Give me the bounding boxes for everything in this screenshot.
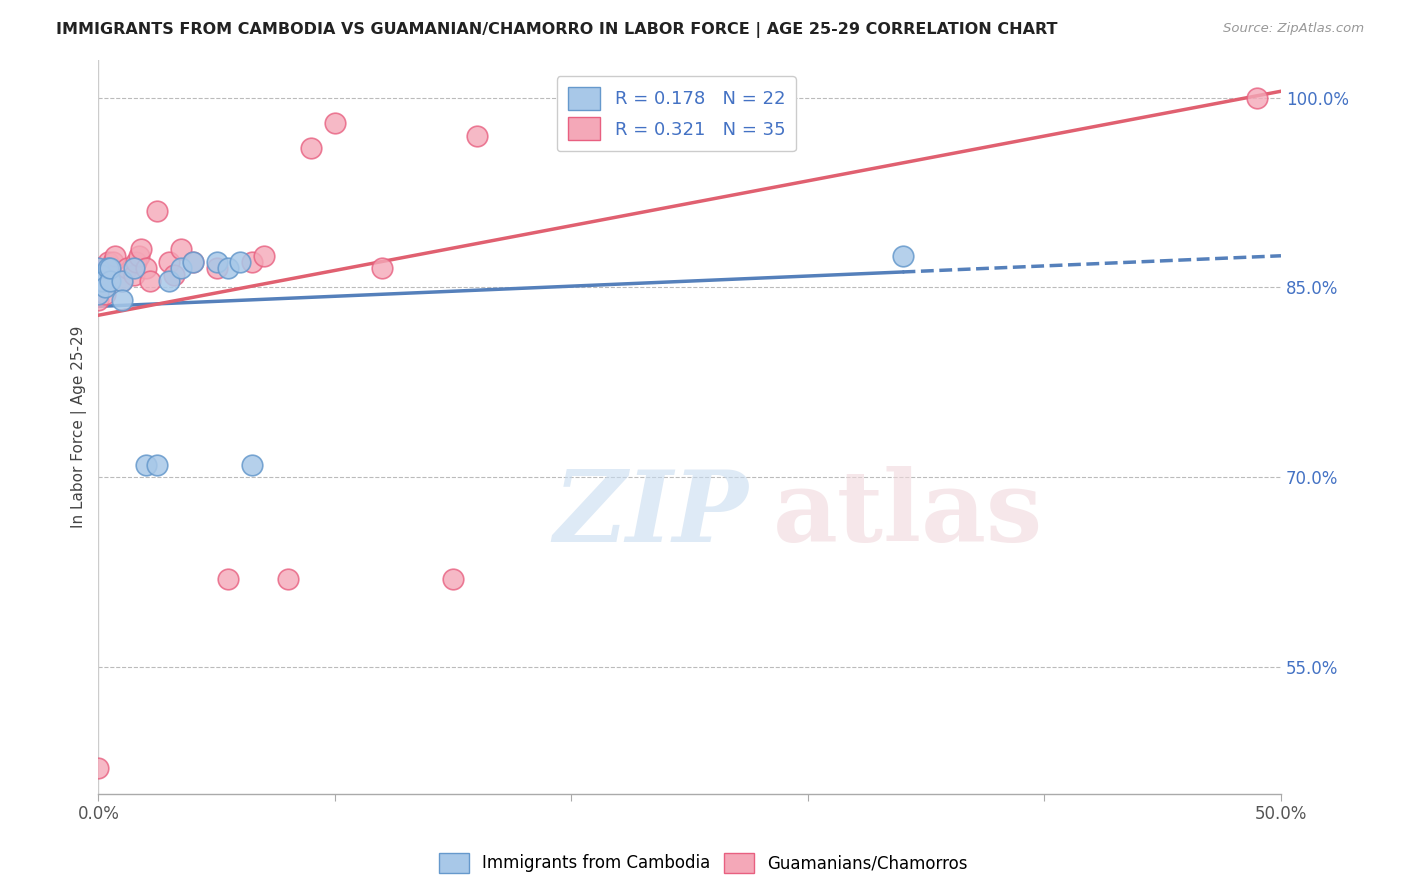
Point xyxy=(465,128,488,143)
Point xyxy=(181,255,204,269)
Point xyxy=(90,268,112,282)
Point xyxy=(1246,90,1268,104)
Text: Source: ZipAtlas.com: Source: ZipAtlas.com xyxy=(1223,22,1364,36)
Point xyxy=(253,249,276,263)
Point xyxy=(129,243,152,257)
Point xyxy=(135,261,157,276)
Point xyxy=(98,274,121,288)
Point xyxy=(91,274,114,288)
Legend: Immigrants from Cambodia, Guamanians/Chamorros: Immigrants from Cambodia, Guamanians/Cha… xyxy=(432,847,974,880)
Point xyxy=(87,261,110,276)
Point xyxy=(163,268,186,282)
Point xyxy=(240,458,263,472)
Point xyxy=(323,116,346,130)
Point xyxy=(181,255,204,269)
Point xyxy=(87,286,110,301)
Point xyxy=(91,274,114,288)
Point xyxy=(111,293,134,307)
Point xyxy=(122,268,145,282)
Point xyxy=(170,261,193,276)
Point xyxy=(101,255,124,269)
Text: ZIP: ZIP xyxy=(554,467,749,563)
Point xyxy=(441,572,464,586)
Point xyxy=(111,274,134,288)
Point xyxy=(170,243,193,257)
Point xyxy=(87,274,110,288)
Y-axis label: In Labor Force | Age 25-29: In Labor Force | Age 25-29 xyxy=(72,326,87,528)
Point xyxy=(240,255,263,269)
Text: IMMIGRANTS FROM CAMBODIA VS GUAMANIAN/CHAMORRO IN LABOR FORCE | AGE 25-29 CORREL: IMMIGRANTS FROM CAMBODIA VS GUAMANIAN/CH… xyxy=(56,22,1057,38)
Point xyxy=(299,141,322,155)
Point xyxy=(111,274,134,288)
Point xyxy=(97,261,120,276)
Point xyxy=(217,261,239,276)
Point xyxy=(205,255,228,269)
Point xyxy=(371,261,394,276)
Point xyxy=(87,293,110,307)
Point xyxy=(229,255,252,269)
Point xyxy=(104,249,127,263)
Point xyxy=(135,458,157,472)
Point xyxy=(97,255,120,269)
Point xyxy=(157,274,180,288)
Point xyxy=(125,255,148,269)
Point xyxy=(98,268,121,282)
Point xyxy=(146,204,169,219)
Point xyxy=(87,761,110,775)
Point xyxy=(891,249,914,263)
Legend: R = 0.178   N = 22, R = 0.321   N = 35: R = 0.178 N = 22, R = 0.321 N = 35 xyxy=(557,76,796,152)
Point xyxy=(277,572,299,586)
Text: atlas: atlas xyxy=(772,467,1043,563)
Point xyxy=(94,286,117,301)
Point xyxy=(90,268,112,282)
Point xyxy=(205,261,228,276)
Point xyxy=(217,572,239,586)
Point xyxy=(87,261,110,276)
Point xyxy=(98,261,121,276)
Point xyxy=(87,274,110,288)
Point xyxy=(94,280,117,294)
Point xyxy=(115,261,138,276)
Point xyxy=(139,274,162,288)
Point xyxy=(157,255,180,269)
Point xyxy=(122,261,145,276)
Point xyxy=(128,249,150,263)
Point xyxy=(146,458,169,472)
